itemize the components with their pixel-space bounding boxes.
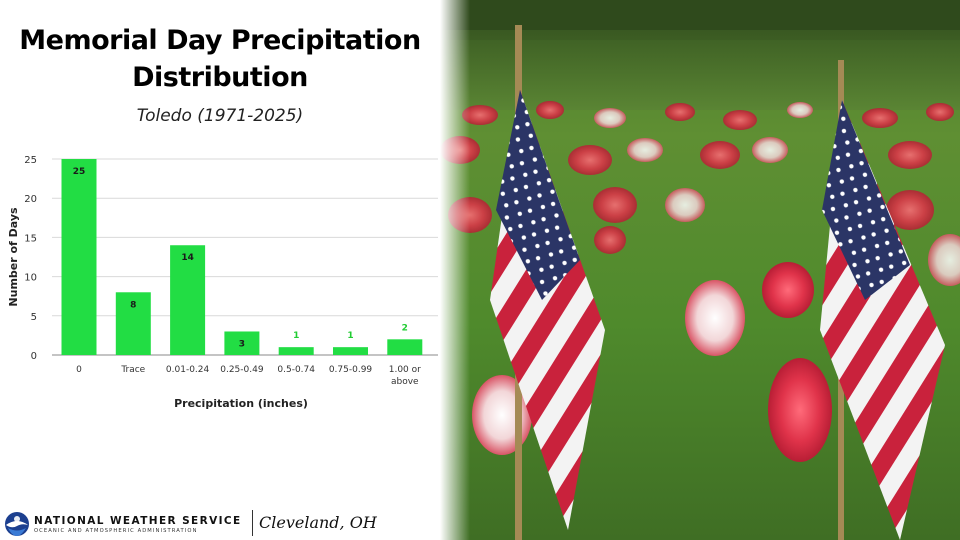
bar [278, 347, 314, 355]
bar [170, 245, 206, 355]
bar-chart: 25 8 14 3 1 1 2 0 5 10 15 20 25 0 Trace 0.01-0.24 0.25… [0, 140, 440, 434]
x-tick-label: Trace [120, 365, 145, 375]
agency-name: NATIONAL WEATHER SERVICE [34, 515, 242, 527]
footer-divider [252, 510, 253, 536]
bar-chart-svg: 25 8 14 3 1 1 2 0 5 10 15 20 25 0 Trace 0.01-0.24 0.25… [7, 155, 438, 410]
y-tick-label: 10 [24, 273, 37, 284]
x-tick-label: 1.00 or above [389, 365, 421, 387]
x-tick-label: 0.5-0.74 [277, 365, 315, 375]
x-tick-label: 0 [76, 365, 82, 375]
bar [333, 347, 368, 355]
x-tick-label: 0.01-0.24 [166, 365, 210, 375]
data-label: 2 [402, 323, 408, 333]
chart-subtitle: Toledo (1971-2025) [136, 106, 304, 126]
y-tick-label: 20 [24, 194, 37, 205]
y-axis-label: Number of Days [7, 207, 20, 307]
bar-layer [61, 159, 423, 355]
data-label: 8 [130, 300, 136, 310]
x-tick-layer: 0 Trace 0.01-0.24 0.25-0.49 0.5-0.74 0.75-0.9… [76, 365, 421, 387]
noaa-logo-icon [5, 512, 29, 536]
x-tick-label: 0.25-0.49 [220, 365, 264, 375]
office-name: Cleveland, OH [259, 513, 377, 532]
data-label: 3 [239, 339, 245, 349]
x-axis-label: Precipitation (inches) [174, 397, 308, 410]
bar [387, 339, 423, 355]
grid-layer [52, 158, 438, 356]
chart-title: Memorial Day Precipitation Distribution [0, 22, 440, 96]
y-tick-label: 25 [24, 155, 37, 166]
y-tick-label: 15 [24, 233, 37, 244]
data-label: 25 [73, 167, 86, 177]
label-layer: 25 8 14 3 1 1 2 [73, 167, 408, 349]
y-tick-label: 5 [31, 312, 37, 323]
photo-fade [440, 0, 470, 540]
flag-icon [490, 25, 605, 540]
x-tick-label: 0.75-0.99 [329, 365, 373, 375]
y-tick-label: 0 [31, 351, 37, 362]
bar [115, 292, 151, 355]
memorial-photo [440, 0, 960, 540]
title-line-2: Distribution [132, 62, 308, 93]
title-line-1: Memorial Day Precipitation [19, 25, 421, 56]
data-label: 14 [181, 253, 194, 263]
bar [61, 159, 97, 355]
footer: NATIONAL WEATHER SERVICE OCEANIC AND ATM… [0, 504, 440, 540]
bar [224, 331, 260, 355]
data-label: 1 [293, 331, 299, 341]
agency-subtitle: OCEANIC AND ATMOSPHERIC ADMINISTRATION [34, 528, 198, 534]
y-tick-layer: 0 5 10 15 20 25 [24, 155, 37, 362]
data-label: 1 [347, 331, 353, 341]
